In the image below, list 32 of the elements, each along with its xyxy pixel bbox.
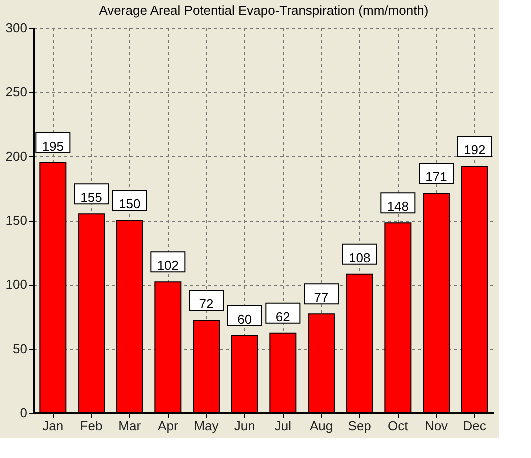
x-tick-label: Jan (42, 418, 64, 434)
x-tick-label: Feb (80, 418, 103, 434)
data-label: 77 (314, 290, 329, 306)
x-tick-label: Mar (118, 418, 142, 434)
chart-title: Average Areal Potential Evapo-Transpiration (mm/month) (99, 3, 429, 18)
y-tick-label: 0 (20, 406, 28, 420)
data-label: 155 (80, 190, 102, 206)
data-label: 72 (199, 296, 214, 312)
data-label: 102 (157, 258, 180, 274)
x-tick-label: Jun (234, 418, 256, 434)
y-tick-label: 250 (6, 84, 28, 100)
data-label: 108 (348, 250, 371, 266)
x-tick-label: Nov (424, 418, 449, 434)
y-tick-label: 100 (6, 277, 28, 292)
data-label: 60 (238, 312, 252, 327)
data-label: 195 (42, 138, 64, 154)
x-tick-label: Jul (274, 418, 292, 434)
y-tick-label: 200 (6, 148, 28, 164)
y-tick-label: 50 (13, 341, 28, 356)
data-label: 192 (464, 142, 486, 158)
data-label: 148 (387, 199, 410, 214)
x-tick-label: Oct (388, 418, 409, 434)
x-tick-label: Dec (463, 418, 487, 434)
data-label: 62 (276, 309, 290, 324)
x-tick-label: Sep (348, 418, 372, 434)
data-label: 171 (426, 170, 448, 185)
y-tick-label: 150 (6, 213, 28, 228)
x-tick-label: Aug (310, 418, 334, 434)
x-tick-label: May (194, 418, 220, 434)
x-tick-label: Apr (158, 418, 179, 434)
data-label: 150 (118, 196, 141, 212)
y-tick-label: 300 (6, 20, 28, 36)
